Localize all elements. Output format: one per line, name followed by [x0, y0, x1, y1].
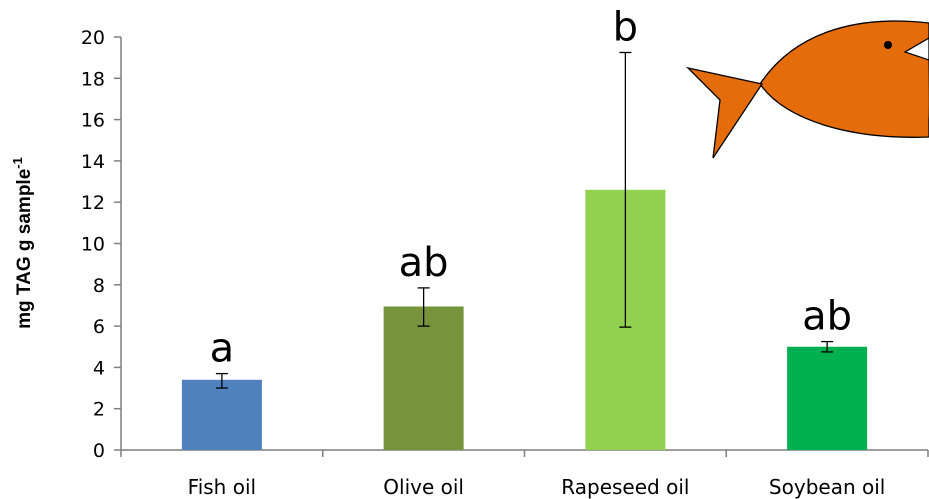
bar: [181, 379, 262, 450]
fish-body: [759, 20, 929, 138]
x-category-label: Fish oil: [188, 475, 256, 499]
x-category-label: Rapeseed oil: [561, 475, 689, 499]
y-tick-label: 14: [81, 151, 105, 173]
bar: [383, 306, 464, 450]
fish-tail: [685, 66, 764, 159]
y-tick-label: 20: [81, 27, 105, 49]
y-tick-label: 18: [81, 68, 105, 90]
y-axis: 0 2 4 6 8 10 12 14 16 18 20: [81, 27, 122, 462]
significance-label: ab: [802, 294, 852, 340]
y-axis-label-main: mg TAG g sample: [14, 169, 35, 329]
y-axis-label-superscript: -1: [10, 157, 25, 169]
y-axis-label: mg TAG g sample-1: [10, 157, 35, 329]
x-axis: Fish oil Olive oil Rapeseed oil Soybean oil: [120, 449, 929, 499]
x-category-label: Soybean oil: [769, 475, 885, 499]
significance-label: b: [613, 4, 638, 50]
y-tick-label: 10: [81, 234, 105, 256]
y-tick-label: 4: [93, 357, 105, 379]
y-tick-label: 8: [93, 275, 105, 297]
fish-eye: [884, 41, 892, 49]
bars-group: a ab b ab: [181, 4, 868, 450]
significance-label: ab: [399, 240, 449, 286]
y-tick-label: 16: [81, 110, 105, 132]
bar: [787, 346, 868, 450]
x-category-label: Olive oil: [383, 475, 464, 499]
orange-fish-icon: [685, 20, 929, 159]
y-tick-label: 12: [81, 192, 105, 214]
significance-label: a: [210, 326, 235, 372]
y-tick-label: 0: [93, 440, 105, 462]
y-tick-label: 2: [93, 399, 105, 421]
y-tick-label: 6: [93, 316, 105, 338]
fish-mouth: [903, 37, 929, 61]
